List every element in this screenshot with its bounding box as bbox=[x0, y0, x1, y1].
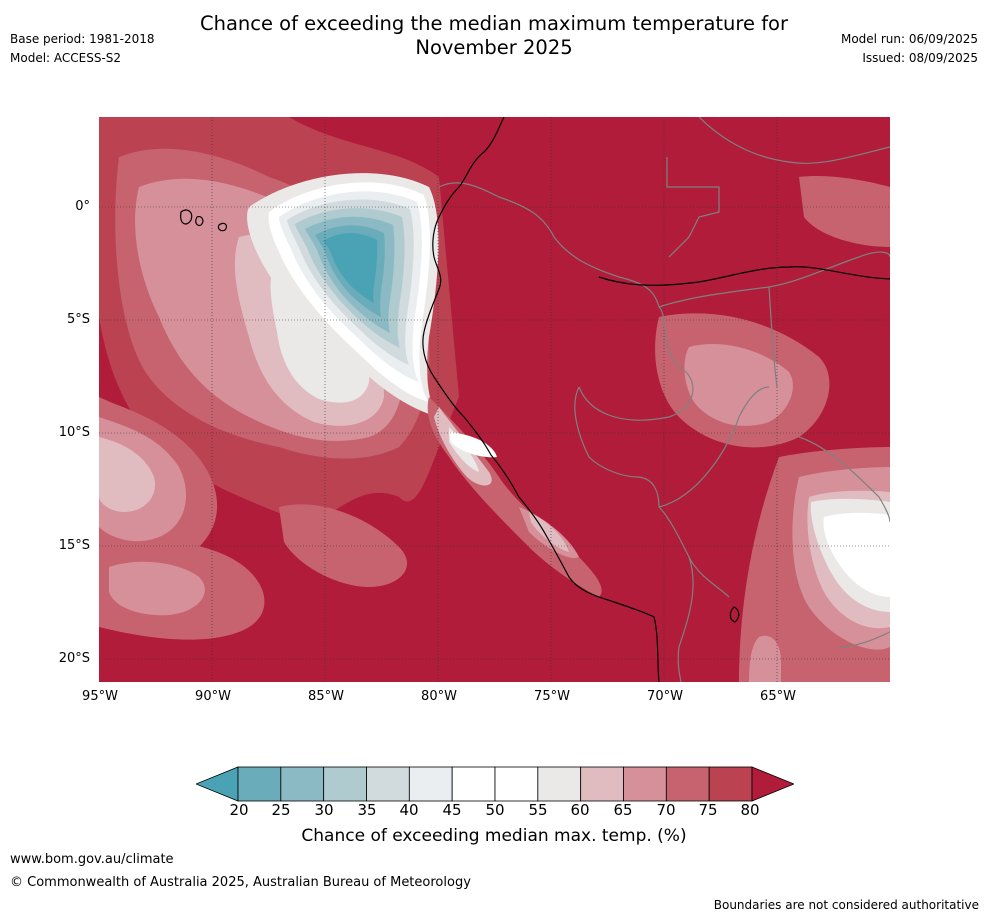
country-borders bbox=[438, 117, 890, 682]
colorbar-tick-70: 70 bbox=[656, 801, 676, 819]
lat-label-0: 0° bbox=[75, 199, 90, 214]
footer-disclaimer: Boundaries are not considered authoritat… bbox=[713, 898, 979, 912]
model-run: Model run: 06/09/2025 bbox=[840, 32, 978, 46]
colorbar-tick-50: 50 bbox=[485, 801, 505, 819]
colorbar-segment bbox=[708, 766, 753, 802]
lon-label-75w: 75°W bbox=[534, 689, 570, 704]
colorbar-segment bbox=[451, 766, 496, 802]
colorbar-segment bbox=[408, 766, 453, 802]
chart-title: Chance of exceeding the median maximum t… bbox=[0, 12, 988, 60]
lat-label-20s: 20°S bbox=[58, 651, 90, 666]
gridlines bbox=[99, 117, 890, 682]
colorbar-extend-low bbox=[196, 766, 239, 802]
lon-label-80w: 80°W bbox=[421, 689, 457, 704]
colorbar-segment bbox=[580, 766, 624, 802]
map bbox=[99, 117, 890, 682]
lat-label-15s: 15°S bbox=[58, 538, 90, 553]
colorbar-tick-45: 45 bbox=[442, 801, 462, 819]
meta-right: Model run: 06/09/2025 Issued: 08/09/2025 bbox=[841, 30, 978, 68]
lon-label-70w: 70°W bbox=[647, 689, 683, 704]
lon-label-90w: 90°W bbox=[195, 689, 231, 704]
colorbar-tick-35: 35 bbox=[357, 801, 377, 819]
model-name: Model: ACCESS-S2 bbox=[10, 51, 122, 65]
colorbar-segment bbox=[623, 766, 667, 802]
colorbar-tick-80: 80 bbox=[740, 801, 760, 819]
colorbar-tick-25: 25 bbox=[271, 801, 291, 819]
lon-label-85w: 85°W bbox=[308, 689, 344, 704]
colorbar bbox=[196, 766, 794, 802]
colorbar-extend-high bbox=[751, 766, 794, 802]
colorbar-segment bbox=[280, 766, 325, 802]
colorbar-tick-20: 20 bbox=[229, 801, 249, 819]
colorbar-tick-40: 40 bbox=[399, 801, 419, 819]
title-line-1: Chance of exceeding the median maximum t… bbox=[199, 12, 789, 35]
colorbar-segment bbox=[665, 766, 710, 802]
base-period: Base period: 1981-2018 bbox=[10, 32, 155, 46]
lat-label-5s: 5°S bbox=[66, 312, 90, 327]
anomaly-fields-cool bbox=[247, 173, 439, 417]
lon-label-95w: 95°W bbox=[82, 689, 118, 704]
title-line-2: November 2025 bbox=[415, 36, 573, 59]
colorbar-label: Chance of exceeding median max. temp. (%… bbox=[301, 826, 687, 846]
coastlines bbox=[180, 117, 890, 682]
colorbar-segment bbox=[494, 766, 539, 802]
colorbar-segment bbox=[366, 766, 410, 802]
colorbar-segment bbox=[323, 766, 367, 802]
colorbar-tick-75: 75 bbox=[698, 801, 718, 819]
colorbar-segment bbox=[537, 766, 582, 802]
footer-url: www.bom.gov.au/climate bbox=[10, 852, 174, 867]
lon-label-65w: 65°W bbox=[760, 689, 796, 704]
anomaly-fields-east bbox=[655, 175, 890, 682]
colorbar-tick-55: 55 bbox=[528, 801, 548, 819]
colorbar-tick-60: 60 bbox=[570, 801, 590, 819]
colorbar-tick-30: 30 bbox=[314, 801, 334, 819]
meta-left: Base period: 1981-2018 Model: ACCESS-S2 bbox=[10, 30, 155, 68]
issued-date: Issued: 08/09/2025 bbox=[862, 51, 978, 65]
colorbar-segment bbox=[237, 766, 282, 802]
colorbar-tick-65: 65 bbox=[613, 801, 633, 819]
lat-label-10s: 10°S bbox=[58, 425, 90, 440]
anomaly-fields-coastal bbox=[427, 397, 602, 597]
footer-copyright: © Commonwealth of Australia 2025, Austra… bbox=[10, 875, 471, 890]
